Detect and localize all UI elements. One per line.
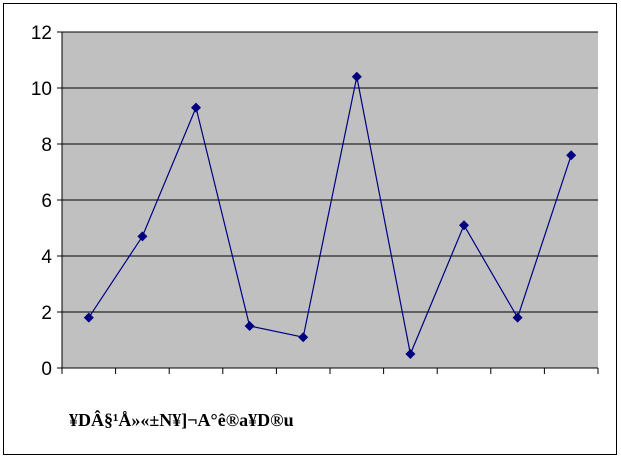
y-tick-label: 0 [41, 359, 52, 380]
y-tick-label: 2 [41, 303, 52, 324]
y-axis-ticks: 0 2 4 6 8 10 12 [31, 23, 62, 380]
y-tick-label: 12 [31, 23, 52, 44]
data-point-marker [298, 332, 309, 343]
series-layer [83, 71, 577, 359]
y-tick-label: 6 [41, 191, 52, 212]
chart-caption: ¥DÂ§¹Å»«±N¥]¬A°ê®a¥D®u [69, 410, 294, 430]
series-line [88, 76, 572, 357]
gridlines [62, 31, 598, 313]
data-point-marker [137, 231, 148, 242]
data-point-marker [351, 71, 362, 82]
data-point-marker [405, 349, 416, 359]
data-point-marker [244, 321, 255, 331]
data-point-marker [459, 220, 469, 231]
y-tick-label: 8 [41, 135, 52, 156]
y-tick-label: 10 [31, 79, 52, 100]
data-point-marker [566, 150, 577, 161]
data-point-marker [83, 312, 94, 323]
y-tick-label: 4 [41, 247, 52, 268]
data-point-marker [512, 312, 523, 323]
data-point-marker [191, 102, 201, 113]
